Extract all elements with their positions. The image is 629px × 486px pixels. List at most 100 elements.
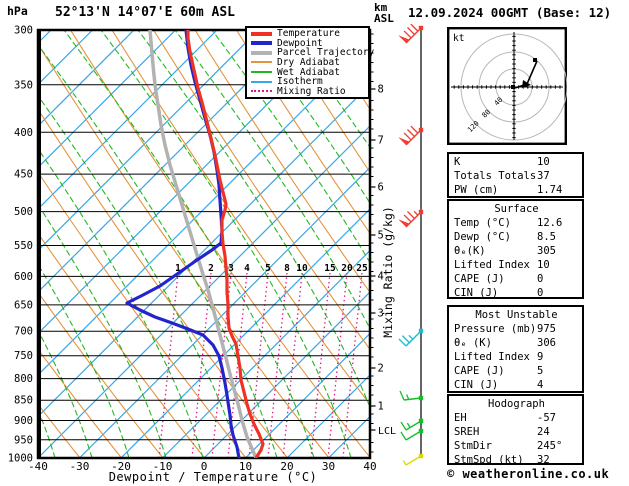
km-tick-label: 3: [378, 308, 384, 320]
panel-row-label: SREH: [454, 426, 480, 438]
panel-row-value: 1.74: [537, 184, 563, 196]
isotherm-line: [38, 30, 342, 335]
panel-row-label: Dewp (°C): [454, 231, 511, 243]
pressure-tick-label: 950: [14, 434, 33, 446]
wind-barb-full: [403, 30, 412, 39]
legend-label: Temperature: [277, 28, 340, 40]
hodograph-ring-label: 40: [493, 96, 505, 108]
wet-adiabat-line: [38, 43, 278, 458]
km-asl-axis-label: km ASL: [374, 2, 394, 24]
hodograph-border: [447, 27, 567, 145]
panel-row-value: 0: [537, 273, 544, 285]
km-tick-label: 4: [378, 271, 384, 283]
legend-label: Dry Adiabat: [277, 56, 340, 68]
hodograph-unit-label: kt: [453, 33, 464, 44]
mixing-ratio-value: 3: [228, 263, 234, 274]
panel-row-value: 8.5: [537, 231, 556, 243]
wet-adiabat-line: [211, 30, 370, 264]
panel-row: Dewp (°C) 8.5: [454, 230, 579, 244]
panel-row-label: Lifted Index: [454, 351, 530, 363]
legend-swatch: [251, 80, 272, 83]
panel-row: θₑ (K) 306: [454, 336, 579, 350]
wind-barb-marker: [418, 428, 424, 434]
wet-adiabat-line: [248, 30, 370, 205]
wind-barb: [399, 390, 424, 401]
wind-barb-full: [407, 211, 415, 219]
mixing-ratio-value: 8: [284, 263, 290, 274]
panel-row-value: 305: [537, 245, 556, 257]
wind-barb-half: [406, 422, 411, 428]
legend-swatch: [251, 90, 272, 93]
km-tick-label: 7: [378, 135, 384, 147]
wind-barb-shaft: [405, 27, 422, 44]
isotherm-line: [245, 332, 370, 458]
x-tick-label: -30: [70, 460, 90, 473]
x-tick-label: 0: [201, 460, 208, 473]
wind-barb-full: [401, 335, 410, 344]
mixing-ratio-axis-title: Mixing Ratio (g/kg): [381, 206, 395, 338]
wet-adiabat-line: [619, 30, 629, 458]
panel-row-value: -57: [537, 412, 556, 424]
wet-adiabat-line: [100, 30, 352, 458]
wind-barb-shaft: [405, 211, 422, 228]
mixing-ratio-line: [342, 272, 363, 458]
profile-curves: [125, 30, 265, 458]
wind-barb-full: [400, 431, 407, 441]
panel-row: CIN (J) 4: [454, 378, 579, 392]
x-tick-label: -40: [28, 460, 48, 473]
panel-row-label: EH: [454, 412, 467, 424]
pressure-tick-label: 650: [14, 299, 33, 311]
panel-row: StmSpd (kt) 32: [454, 453, 579, 467]
pressure-tick-label: 500: [14, 206, 33, 218]
legend-item: Mixing Ratio: [251, 86, 368, 96]
panel-row: StmDir 245°: [454, 439, 579, 453]
hodograph-arrow: [522, 80, 531, 88]
isotherm-line: [79, 166, 370, 458]
panel-surface: Surface Temp (°C) 12.6 Dewp (°C) 8.5 θₑ(K) 305…: [447, 199, 584, 299]
panel-row-value: 306: [537, 337, 556, 349]
km-tick-label: 2: [378, 363, 384, 375]
pressure-tick-label: 600: [14, 271, 33, 283]
panel-row-value: 12.6: [537, 217, 563, 229]
wind-barb: [398, 23, 424, 44]
panel-row-label: CAPE (J): [454, 273, 505, 285]
pressure-tick-label: 1000: [8, 453, 33, 465]
x-tick-label: 20: [280, 460, 293, 473]
panel-row-label: K: [454, 156, 461, 168]
page-title-datetime: 12.09.2024 00GMT (Base: 12): [408, 5, 612, 20]
isotherm-line: [203, 291, 370, 458]
wind-barb: [400, 418, 424, 431]
wind-barb-shaft: [405, 455, 422, 466]
panel-indices: K 10 Totals Totals 37 PW (cm) 1.74: [447, 152, 584, 198]
isotherm-line: [38, 30, 218, 210]
wind-barb-shaft: [405, 430, 422, 441]
pressure-unit-label: hPa: [7, 4, 28, 18]
lcl-label: LCL: [378, 426, 396, 437]
legend-item: Isotherm: [251, 77, 368, 86]
wind-barb: [398, 125, 424, 146]
wind-barb-full: [407, 129, 415, 137]
legend-item: Wet Adiabat: [251, 67, 368, 77]
isotherm-line: [38, 30, 301, 293]
panel-row-label: Pressure (mb): [454, 323, 537, 335]
wet-adiabat-line: [38, 329, 93, 458]
pressure-tick-label: 350: [14, 79, 33, 91]
dry-adiabat-line: [38, 291, 164, 458]
pressure-tick-label: 900: [14, 415, 33, 427]
wind-barb-full: [410, 23, 419, 32]
mixing-ratio-value: 5: [265, 263, 271, 274]
pressure-tick-label: 800: [14, 373, 33, 385]
wind-barb-marker: [418, 453, 424, 459]
panel-row-label: θₑ(K): [454, 245, 486, 257]
panel-row-label: Temp (°C): [454, 217, 511, 229]
dry-adiabat-line: [111, 30, 370, 406]
panel-row: K 10: [454, 155, 579, 169]
dry-adiabat-line: [610, 30, 629, 458]
pressure-tick-label: 300: [14, 25, 33, 37]
isotherm-line: [38, 30, 259, 252]
wind-barb: [398, 209, 424, 228]
mixing-ratio-value: 4: [244, 263, 250, 274]
panel-row-label: StmSpd (kt): [454, 454, 524, 466]
